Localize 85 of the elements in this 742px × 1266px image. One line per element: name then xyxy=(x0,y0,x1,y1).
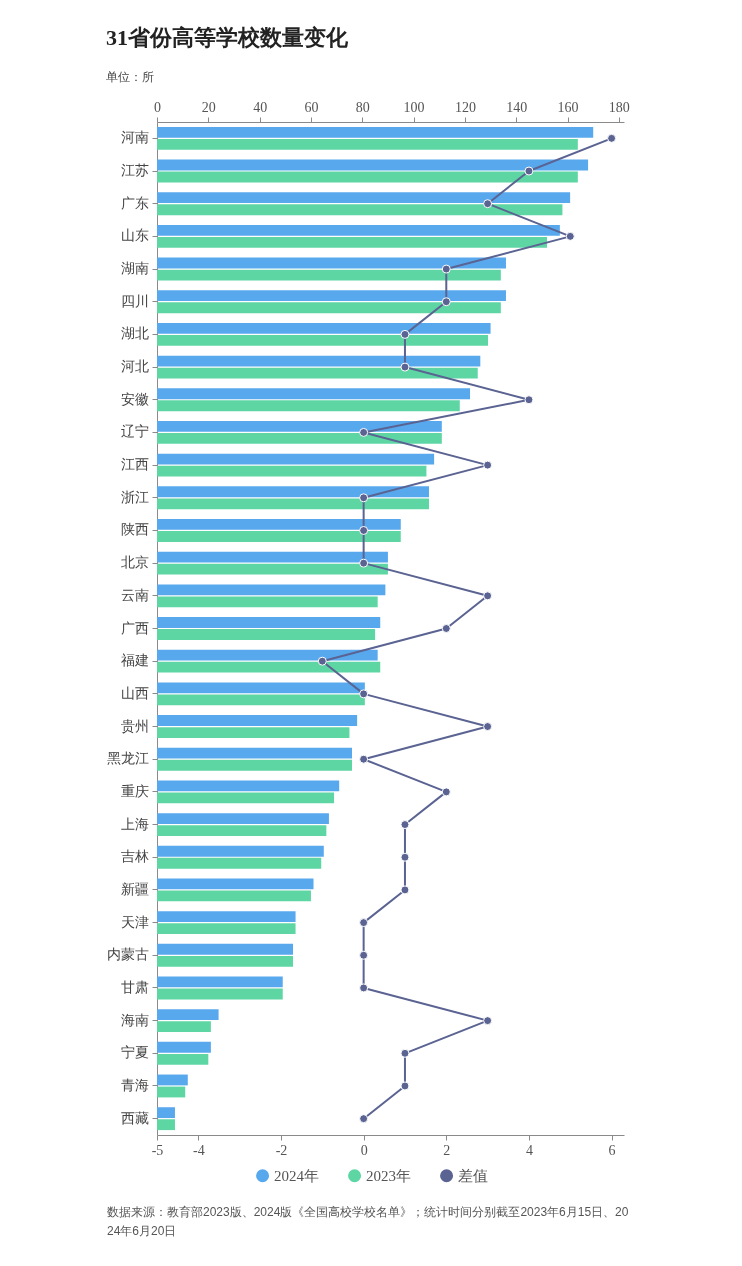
y-tick-label: 江西 xyxy=(120,457,149,473)
point xyxy=(400,1081,410,1091)
y-tick-label: 黑龙江 xyxy=(106,751,149,767)
x-tick-label: 4 xyxy=(525,1142,533,1158)
point xyxy=(441,264,451,274)
y-tick-label: 山东 xyxy=(120,228,149,244)
y-tick-label: 新疆 xyxy=(120,881,149,897)
point xyxy=(400,885,410,895)
y-tick-label: 山西 xyxy=(120,685,149,701)
x-tick-label: 2 xyxy=(443,1142,451,1158)
point xyxy=(317,656,327,666)
point xyxy=(359,525,369,535)
chart-subtitle: 单位：所 xyxy=(106,70,154,84)
x2-tick-label: 120 xyxy=(454,99,476,115)
y-tick-label: 天津 xyxy=(120,914,149,930)
point xyxy=(524,166,534,176)
y-tick-label: 广东 xyxy=(120,195,149,211)
x2-tick-label: 20 xyxy=(201,99,216,115)
x-tick-label: 0 xyxy=(360,1142,368,1158)
y-tick-label: 辽宁 xyxy=(120,424,149,440)
point xyxy=(359,689,369,699)
chart-title: 31省份高等学校数量变化 xyxy=(106,25,349,50)
y-tick-label: 湖北 xyxy=(120,326,149,342)
y-tick-label: 宁夏 xyxy=(120,1045,149,1061)
y-tick-label: 湖南 xyxy=(120,261,149,277)
legend-label: 2024年 xyxy=(274,1167,320,1184)
x2-tick-label: 60 xyxy=(304,99,319,115)
y-tick-label: 贵州 xyxy=(120,718,149,734)
y-tick-label: 甘肃 xyxy=(120,979,149,995)
point xyxy=(483,722,493,732)
point xyxy=(483,460,493,470)
y-tick-label: 上海 xyxy=(120,816,149,832)
y-tick-label: 江苏 xyxy=(120,163,149,179)
x2-tick-label: 100 xyxy=(403,99,425,115)
point xyxy=(400,852,410,862)
y-tick-label: 福建 xyxy=(120,653,149,669)
point xyxy=(565,231,575,241)
point xyxy=(524,395,534,405)
point xyxy=(400,362,410,372)
y-tick-label: 浙江 xyxy=(120,489,149,505)
x2-tick-label: 0 xyxy=(154,99,161,115)
x2-tick-label: 140 xyxy=(506,99,528,115)
y-tick-label: 吉林 xyxy=(120,849,149,865)
point xyxy=(441,787,451,797)
point xyxy=(483,1016,493,1026)
y-tick-label: 北京 xyxy=(120,555,149,571)
x-tick-label: 6 xyxy=(608,1142,616,1158)
point xyxy=(400,820,410,830)
y-tick-label: 四川 xyxy=(120,293,149,309)
point xyxy=(483,199,493,209)
point xyxy=(359,558,369,568)
y-tick-label: 河南 xyxy=(120,130,149,146)
point xyxy=(483,591,493,601)
y-tick-label: 重庆 xyxy=(120,783,149,799)
point xyxy=(359,918,369,928)
x2-tick-label: 40 xyxy=(253,99,268,115)
point xyxy=(400,1048,410,1058)
legend-label: 差值 xyxy=(458,1167,489,1184)
x2-tick-label: 80 xyxy=(355,99,370,115)
y-tick-label: 云南 xyxy=(120,587,149,603)
y-tick-label: 安徽 xyxy=(120,391,149,407)
point xyxy=(400,329,410,339)
point xyxy=(441,297,451,307)
x-tick-label: -2 xyxy=(275,1142,288,1158)
y-tick-label: 陕西 xyxy=(120,522,149,538)
legend-label: 2023年 xyxy=(366,1167,412,1184)
x2-tick-label: 160 xyxy=(557,99,579,115)
x-tick-label: -4 xyxy=(192,1142,205,1158)
x2-tick-label: 180 xyxy=(608,99,630,115)
point xyxy=(359,754,369,764)
y-tick-label: 河北 xyxy=(120,359,149,375)
point xyxy=(359,493,369,503)
y-tick-label: 青海 xyxy=(120,1077,149,1093)
point xyxy=(359,427,369,437)
point xyxy=(359,1114,369,1124)
y-tick-label: 西藏 xyxy=(120,1110,149,1126)
y-tick-label: 内蒙古 xyxy=(106,947,149,963)
point xyxy=(359,983,369,993)
source-note: 数据来源：教育部2023版、2024版《全国高校学校名单》；统计时间分别截至2023年6月15日、2024年6月20日 xyxy=(107,1205,629,1238)
point xyxy=(441,624,451,633)
y-tick-label: 海南 xyxy=(120,1012,149,1028)
point xyxy=(359,950,369,960)
y-tick-label: 广西 xyxy=(120,620,149,636)
point xyxy=(607,133,617,143)
x-tick-label: -5 xyxy=(151,1142,164,1158)
